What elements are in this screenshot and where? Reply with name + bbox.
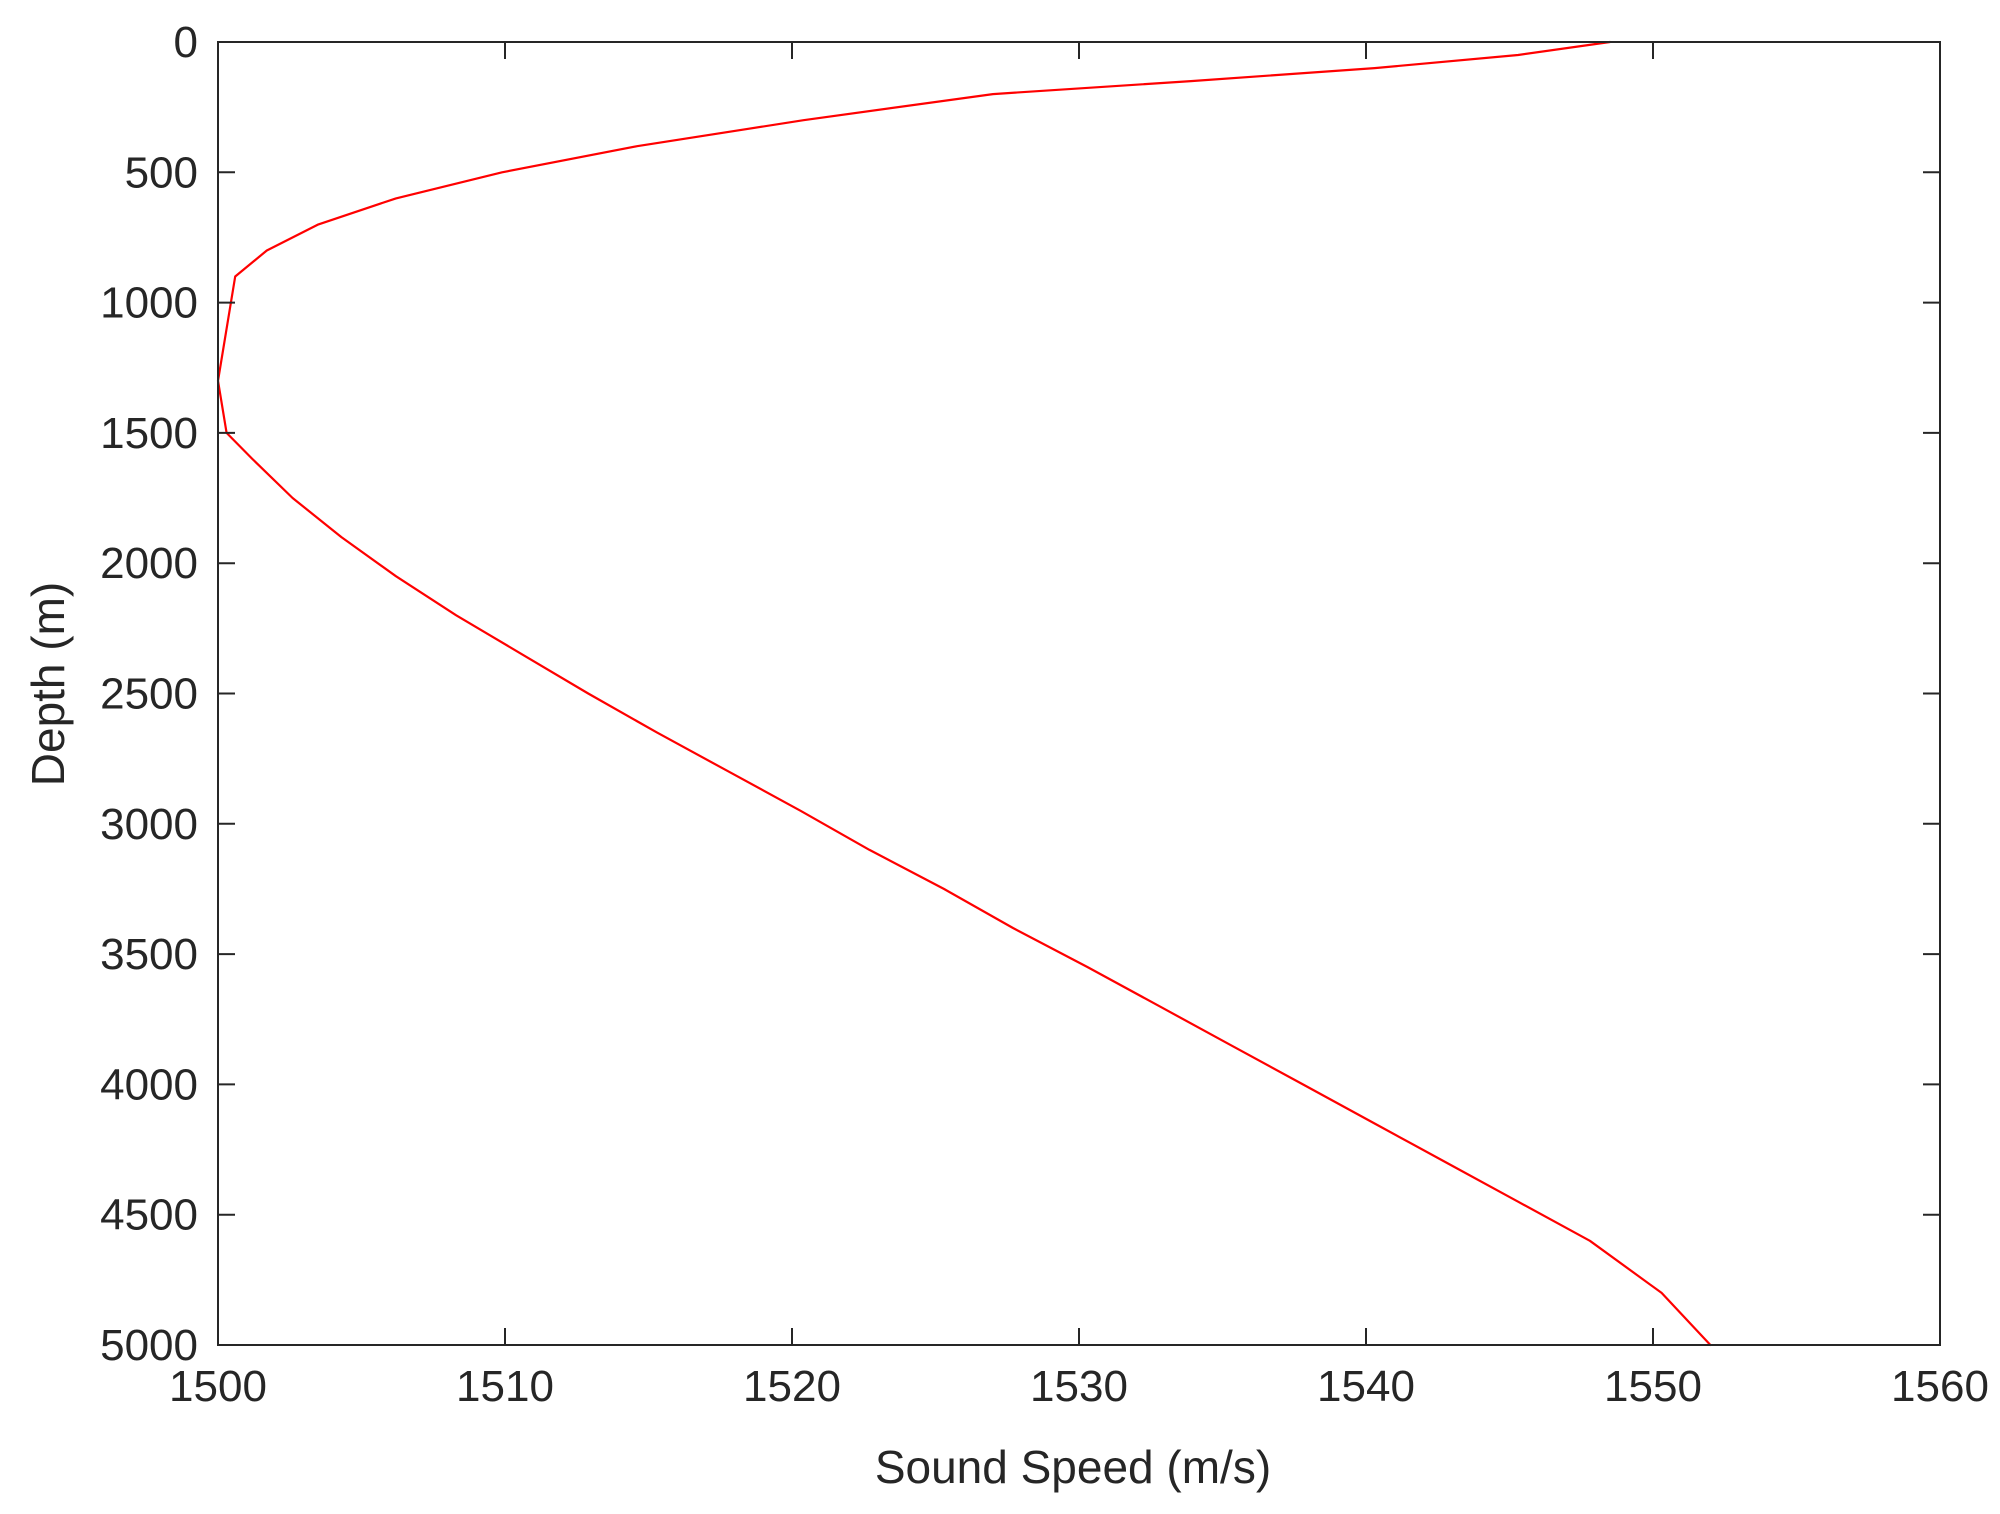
- y-tick-label-10: 5000: [100, 1321, 198, 1370]
- axes: 1500 1510 1520 1530 1540 1550 1560 0 500 1000 1500…: [100, 18, 1989, 1411]
- y-tick-label-4: 2000: [100, 539, 198, 588]
- y-tick-label-6: 3000: [100, 800, 198, 849]
- x-tick-label-6: 1560: [1891, 1362, 1989, 1411]
- y-tick-label-1: 500: [125, 148, 198, 197]
- x-tick-label-3: 1530: [1030, 1362, 1128, 1411]
- x-tick-label-2: 1520: [743, 1362, 841, 1411]
- x-tick-label-4: 1540: [1317, 1362, 1415, 1411]
- y-axis-label: Depth (m): [22, 582, 74, 786]
- x-tick-label-0: 1500: [169, 1362, 267, 1411]
- x-axis-label: Sound Speed (m/s): [875, 1441, 1271, 1493]
- y-tick-label-8: 4000: [100, 1060, 198, 1109]
- x-tick-label-5: 1550: [1604, 1362, 1702, 1411]
- y-tick-label-2: 1000: [100, 279, 198, 328]
- y-tick-label-3: 1500: [100, 409, 198, 458]
- y-tick-label-9: 4500: [100, 1191, 198, 1240]
- y-tick-label-5: 2500: [100, 670, 198, 719]
- x-tick-label-1: 1510: [456, 1362, 554, 1411]
- y-tick-label-7: 3500: [100, 930, 198, 979]
- plot-area: [216, 40, 1712, 1347]
- series-line-0: [216, 40, 1712, 1347]
- y-tick-label-0: 0: [174, 18, 198, 67]
